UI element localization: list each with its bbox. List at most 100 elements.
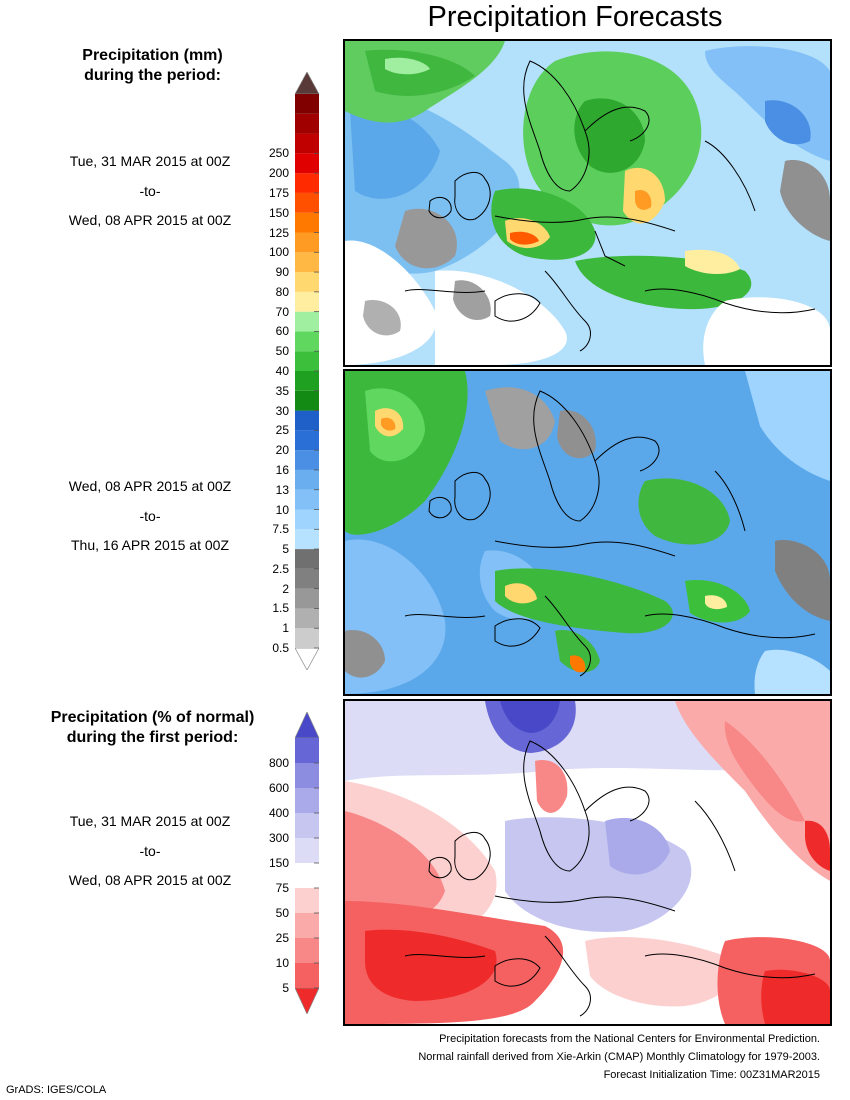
period1-separator: -to- bbox=[139, 183, 161, 199]
colorbar-tick-label: 5 bbox=[282, 542, 289, 557]
pct-legend-title-line2: during the first period: bbox=[66, 729, 239, 746]
colorbar-tick-label: 150 bbox=[268, 856, 289, 870]
colorbar-tick-label: 7.5 bbox=[272, 522, 289, 537]
colorbar-tick-label: 300 bbox=[268, 831, 289, 845]
mm-colorbar-swatch bbox=[295, 311, 319, 332]
europe-map-precip-period2 bbox=[345, 371, 830, 694]
mm-colorbar-swatch bbox=[295, 469, 319, 490]
mm-colorbar-swatch bbox=[295, 331, 319, 352]
colorbar-tick-label: 16 bbox=[275, 462, 289, 477]
colorbar-tick-label: 20 bbox=[275, 443, 289, 458]
mm-colorbar-low-cap bbox=[295, 647, 319, 670]
period1-start: Tue, 31 MAR 2015 at 00Z bbox=[69, 153, 231, 169]
mm-colorbar-swatch bbox=[295, 529, 319, 550]
map-panel-precip-period1 bbox=[343, 39, 832, 367]
colorbar-tick-label: 200 bbox=[268, 166, 289, 181]
colorbar-tick-label: 10 bbox=[275, 956, 289, 970]
europe-map-percent-normal bbox=[345, 701, 830, 1024]
mm-colorbar-swatch bbox=[295, 173, 319, 193]
footer-source-line: Precipitation forecasts from the Nationa… bbox=[439, 1033, 820, 1045]
period2-end: Thu, 16 APR 2015 at 00Z bbox=[71, 537, 229, 553]
colorbar-tick-label: 150 bbox=[268, 205, 289, 220]
colorbar-tick-label: 2.5 bbox=[272, 561, 289, 576]
pct-colorbar-swatch bbox=[295, 888, 319, 913]
period2-separator: -to- bbox=[139, 508, 161, 524]
colorbar-tick-label: 30 bbox=[275, 403, 289, 418]
mm-colorbar-swatch bbox=[295, 608, 319, 629]
colorbar-tick-label: 0.5 bbox=[272, 641, 289, 655]
footer-normal-line: Normal rainfall derived from Xie-Arkin (… bbox=[418, 1051, 820, 1063]
colorbar-tick-label: 40 bbox=[275, 364, 289, 378]
pct-colorbar-swatch bbox=[295, 788, 319, 813]
mm-colorbar-swatch bbox=[295, 291, 319, 312]
mm-colorbar-swatch bbox=[295, 450, 319, 470]
colorbar-tick-label: 125 bbox=[268, 225, 289, 240]
period3-end: Wed, 08 APR 2015 at 00Z bbox=[68, 872, 232, 888]
colorbar-tick-label: 2 bbox=[282, 581, 289, 596]
footer-init-time: Forecast Initialization Time: 00Z31MAR20… bbox=[603, 1069, 820, 1081]
pct-colorbar-swatch bbox=[295, 813, 319, 838]
pct-colorbar bbox=[295, 712, 319, 1014]
mm-colorbar-swatch bbox=[295, 549, 319, 569]
mm-colorbar-swatch bbox=[295, 430, 319, 451]
colorbar-tick-label: 80 bbox=[275, 284, 289, 299]
colorbar-tick-label: 35 bbox=[275, 383, 289, 398]
colorbar-tick-label: 50 bbox=[275, 344, 289, 359]
mm-colorbar-swatch bbox=[295, 272, 319, 292]
colorbar-tick-label: 1.5 bbox=[272, 601, 289, 616]
colorbar-tick-label: 1 bbox=[282, 621, 289, 636]
mm-colorbar-swatch bbox=[295, 351, 319, 371]
mm-colorbar-swatch bbox=[295, 371, 319, 391]
pct-colorbar-swatch bbox=[295, 838, 319, 863]
colorbar-tick-label: 5 bbox=[282, 981, 289, 995]
mm-colorbar-swatch bbox=[295, 113, 319, 134]
mm-colorbar-swatch bbox=[295, 390, 319, 411]
colorbar-tick-label: 10 bbox=[275, 502, 289, 517]
mm-colorbar-swatch bbox=[295, 628, 319, 648]
colorbar-tick-label: 175 bbox=[268, 185, 289, 200]
pct-colorbar-low-cap bbox=[295, 987, 319, 1014]
colorbar-tick-label: 800 bbox=[268, 756, 289, 770]
mm-colorbar-swatch bbox=[295, 153, 319, 174]
pct-colorbar-swatch bbox=[295, 738, 319, 763]
mm-colorbar-swatch bbox=[295, 509, 319, 530]
colorbar-tick-label: 600 bbox=[268, 781, 289, 795]
colorbar-tick-label: 75 bbox=[275, 881, 289, 895]
colorbar-tick-label: 50 bbox=[275, 906, 289, 920]
pct-colorbar-swatch bbox=[295, 963, 319, 988]
period3-separator: -to- bbox=[139, 843, 161, 859]
pct-colorbar-high-cap bbox=[295, 712, 319, 739]
mm-colorbar-swatch bbox=[295, 410, 319, 431]
pct-colorbar-swatch bbox=[295, 863, 319, 888]
mm-legend-title-line1: Precipitation (mm) bbox=[82, 47, 223, 64]
colorbar-tick-label: 60 bbox=[275, 324, 289, 339]
mm-colorbar bbox=[295, 72, 319, 670]
mm-colorbar-swatch bbox=[295, 212, 319, 233]
mm-colorbar-swatch bbox=[295, 232, 319, 253]
pct-colorbar-swatch bbox=[295, 913, 319, 938]
mm-colorbar-swatch bbox=[295, 94, 319, 114]
colorbar-tick-label: 13 bbox=[275, 482, 289, 497]
mm-colorbar-swatch bbox=[295, 133, 319, 154]
mm-colorbar-swatch bbox=[295, 588, 319, 609]
mm-colorbar-swatch bbox=[295, 252, 319, 273]
mm-legend-title-line2: during the period: bbox=[84, 67, 221, 84]
colorbar-tick-label: 90 bbox=[275, 265, 289, 280]
mm-colorbar-high-cap bbox=[295, 72, 319, 95]
map-panel-percent-normal bbox=[343, 699, 832, 1026]
mm-colorbar-swatch bbox=[295, 489, 319, 510]
colorbar-tick-label: 25 bbox=[275, 931, 289, 945]
colorbar-tick-label: 25 bbox=[275, 423, 289, 438]
colorbar-tick-label: 70 bbox=[275, 304, 289, 319]
pct-colorbar-swatch bbox=[295, 938, 319, 963]
colorbar-tick-label: 250 bbox=[268, 146, 289, 161]
pct-legend-title-line1: Precipitation (% of normal) bbox=[50, 709, 255, 726]
period3-start: Tue, 31 MAR 2015 at 00Z bbox=[69, 813, 231, 829]
page-title: Precipitation Forecasts bbox=[427, 1, 723, 33]
period2-start: Wed, 08 APR 2015 at 00Z bbox=[68, 478, 232, 494]
period1-end: Wed, 08 APR 2015 at 00Z bbox=[68, 212, 232, 228]
mm-colorbar-swatch bbox=[295, 192, 319, 213]
colorbar-tick-label: 400 bbox=[268, 806, 289, 820]
pct-colorbar-swatch bbox=[295, 763, 319, 788]
europe-map-precip-period1 bbox=[345, 41, 830, 365]
